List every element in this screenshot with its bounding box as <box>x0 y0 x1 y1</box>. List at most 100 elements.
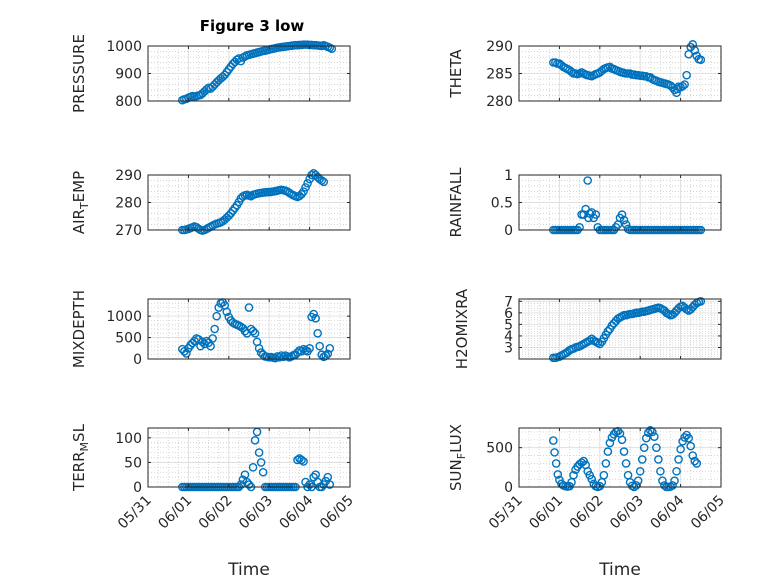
x-tick-label: 05/31 <box>115 493 155 533</box>
y-axis-label: MIXDEPTH <box>70 290 88 368</box>
data-point <box>244 480 254 489</box>
data-point <box>222 307 232 317</box>
data-point <box>656 466 665 476</box>
data-point <box>696 297 706 306</box>
y-axis-label: THETA <box>447 49 465 99</box>
data-point <box>210 324 219 334</box>
series-markers <box>549 297 706 363</box>
series-markers <box>178 298 335 363</box>
data-point <box>299 457 308 466</box>
y-tick-label: 1000 <box>106 309 142 325</box>
data-point <box>676 444 685 454</box>
data-point <box>639 443 649 452</box>
data-point <box>585 336 595 345</box>
subplot-terr-msl: 0 50 100 05/31 06/01 06/02 06/03 06/04 06/05 TERR… <box>70 423 357 580</box>
y-tick-label: 5 <box>504 317 513 333</box>
data-point <box>297 346 306 356</box>
y-axis-label: SUNFLUX <box>447 424 468 491</box>
data-point <box>619 215 629 225</box>
data-point <box>303 178 312 188</box>
data-point <box>658 476 667 486</box>
data-point <box>553 470 563 479</box>
y-tick-label: 0 <box>504 480 513 496</box>
y-tick-label: 0.5 <box>491 196 513 212</box>
y-tick-label: 500 <box>115 331 142 347</box>
x-tick-label: 05/31 <box>486 493 526 533</box>
series-markers <box>549 426 702 492</box>
y-tick-label: 6 <box>504 306 513 322</box>
data-point <box>315 341 325 351</box>
data-point <box>325 343 335 353</box>
x-tick-label: 06/02 <box>567 493 607 533</box>
data-point <box>591 210 601 219</box>
data-point <box>248 326 258 336</box>
data-point <box>678 81 687 91</box>
x-tick-label: 06/04 <box>648 492 688 532</box>
data-point <box>250 435 260 445</box>
data-point <box>244 303 254 312</box>
y-tick-label: 3 <box>504 340 513 356</box>
figure-title: Figure 3 low <box>200 17 305 35</box>
data-point <box>299 187 308 196</box>
data-point <box>674 455 683 464</box>
data-point <box>297 455 306 465</box>
data-point <box>317 176 327 185</box>
x-tick-label: 06/01 <box>526 493 566 533</box>
y-axis-label: RAINFALL <box>447 167 465 238</box>
y-tick-label: 500 <box>486 441 513 457</box>
subplot-rainfall: 0 0.5 1 RAINFALL <box>447 167 722 239</box>
data-point <box>672 466 681 476</box>
y-tick-label: 1000 <box>106 39 142 55</box>
data-point <box>194 224 203 233</box>
y-tick-label: 7 <box>504 294 513 310</box>
data-point <box>595 339 605 349</box>
data-point <box>601 459 611 468</box>
data-point <box>293 455 302 465</box>
x-tick-label: 06/02 <box>196 493 236 533</box>
data-point <box>637 455 647 464</box>
data-point <box>327 44 337 54</box>
data-point <box>660 481 669 490</box>
data-point <box>682 70 691 80</box>
data-point <box>549 436 558 445</box>
data-point <box>603 327 613 336</box>
data-point <box>646 426 655 435</box>
axes-box <box>518 298 722 360</box>
data-point <box>309 309 318 319</box>
y-axis-label: H2OMIXRA <box>453 288 471 369</box>
y-tick-label: 0 <box>504 223 513 239</box>
x-tick-label: 06/03 <box>607 493 647 533</box>
data-point <box>256 458 266 467</box>
y-tick-label: 100 <box>115 431 142 447</box>
data-point <box>684 433 693 443</box>
data-point <box>301 183 310 192</box>
y-tick-label: 270 <box>115 223 142 239</box>
y-tick-label: 285 <box>486 67 513 83</box>
data-point <box>254 448 264 457</box>
series-markers <box>178 169 329 235</box>
data-point <box>641 433 651 443</box>
data-point <box>575 222 584 232</box>
data-point <box>652 443 661 452</box>
data-point <box>605 438 615 448</box>
y-tick-label: 290 <box>115 168 142 184</box>
y-axis-label: PRESSURE <box>70 34 88 113</box>
data-point <box>633 476 643 486</box>
data-point <box>313 328 322 338</box>
x-tick-label: 06/05 <box>317 493 357 533</box>
data-point <box>287 352 296 361</box>
y-tick-label: 1 <box>504 168 513 184</box>
subplot-sun-flux: 0 500 05/31 06/01 06/02 06/03 06/04 06/05 SUNFLU… <box>447 424 728 580</box>
data-point <box>182 349 191 358</box>
data-point <box>550 448 559 457</box>
data-point <box>198 337 207 347</box>
data-point <box>305 480 314 489</box>
axes-box <box>147 427 351 488</box>
data-point <box>619 447 629 456</box>
y-axis-label: AIRTEMP <box>70 171 91 234</box>
y-tick-label: 280 <box>486 94 513 110</box>
y-tick-label: 280 <box>115 196 142 212</box>
x-tick-label: 06/03 <box>236 493 276 533</box>
